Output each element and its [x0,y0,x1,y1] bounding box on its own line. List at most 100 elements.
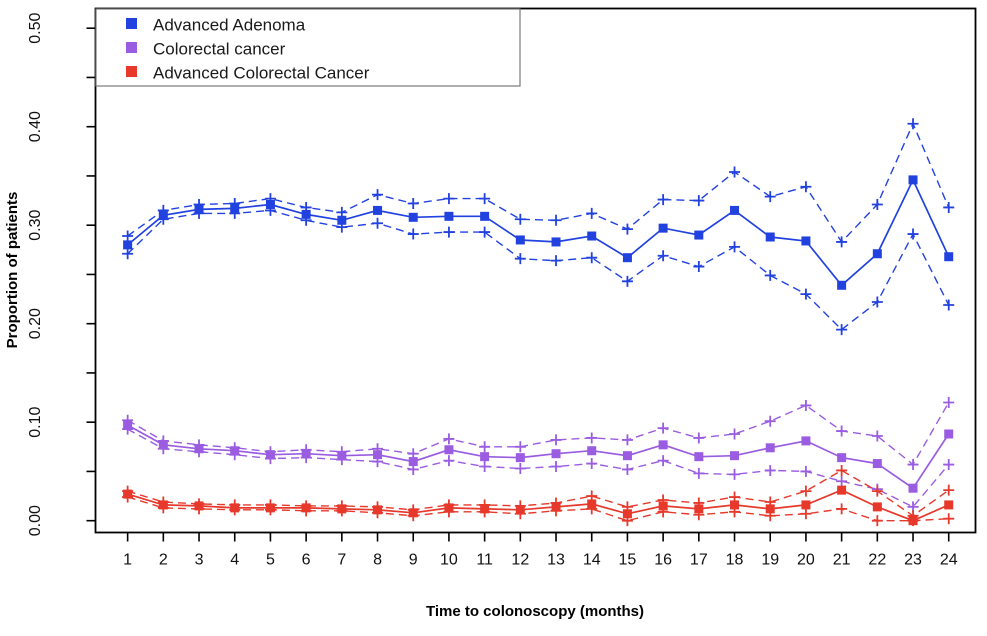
mean-square-marker-colorectal-cancer [587,446,597,456]
mean-square-marker-colorectal-cancer [944,429,954,439]
mean-square-marker-advanced-adenoma [622,253,632,263]
mean-square-marker-advanced-colorectal-cancer [622,509,632,519]
ci-upper-plus-marker-advanced-adenoma [764,191,776,203]
ci-upper-plus-marker-colorectal-cancer [871,430,883,442]
ci-upper-plus-marker-colorectal-cancer [586,432,598,444]
mean-square-marker-advanced-colorectal-cancer [551,502,561,512]
ci-lower-plus-marker-colorectal-cancer [657,455,669,467]
mean-square-marker-colorectal-cancer [551,449,561,459]
ci-lower-plus-marker-advanced-colorectal-cancer [871,515,883,527]
mean-square-marker-colorectal-cancer [265,450,275,460]
ci-lower-plus-marker-advanced-adenoma [800,288,812,300]
ci-lower-plus-marker-advanced-adenoma [407,228,419,240]
mean-line-advanced-colorectal-cancer [127,489,950,522]
legend-label-advanced-colorectal-cancer: Advanced Colorectal Cancer [153,63,370,82]
mean-square-marker-colorectal-cancer [158,440,168,450]
ci-lower-plus-marker-advanced-colorectal-cancer [943,513,955,525]
x-axis-tick-label: 3 [195,552,204,569]
y-axis-tick-label: 0.50 [27,13,44,44]
mean-square-marker-advanced-adenoma [123,240,133,250]
legend-border [95,8,521,87]
x-axis-tick-label: 23 [904,552,922,569]
ci-lower-plus-marker-colorectal-cancer [586,458,598,470]
ci-lower-plus-marker-advanced-adenoma [443,226,455,238]
mean-square-marker-colorectal-cancer [230,446,240,456]
mean-square-marker-advanced-adenoma [872,249,882,259]
ci-lower-plus-marker-advanced-adenoma [729,241,741,253]
ci-upper-plus-marker-colorectal-cancer [657,422,669,434]
x-axis-tick-label: 24 [940,552,958,569]
ci-lower-plus-marker-advanced-colorectal-cancer [800,508,812,520]
mean-square-marker-colorectal-cancer [801,436,811,446]
ci-lower-plus-marker-colorectal-cancer [764,464,776,476]
x-axis-tick-label: 11 [476,552,493,569]
mean-square-marker-advanced-adenoma [730,205,740,215]
ci-upper-plus-marker-colorectal-cancer [907,459,919,471]
ci-upper-plus-marker-advanced-adenoma [407,198,419,210]
mean-square-marker-advanced-adenoma [694,230,704,240]
ci-upper-plus-marker-advanced-colorectal-cancer [943,484,955,496]
legend-swatch-colorectal-cancer [126,42,137,53]
y-axis-tick-label: 0.20 [27,308,44,339]
ci-upper-plus-marker-advanced-adenoma [943,201,955,213]
legend-item-advanced-colorectal-cancer: Advanced Colorectal Cancer [126,63,370,82]
mean-square-marker-advanced-colorectal-cancer [908,516,918,526]
ci-upper-plus-marker-advanced-adenoma [443,193,455,205]
mean-square-marker-advanced-colorectal-cancer [301,503,311,513]
ci-lower-plus-marker-colorectal-cancer [443,455,455,467]
y-axis-tick-label: 0.40 [27,111,44,142]
x-axis-tick-label: 5 [266,552,275,569]
ci-lower-plus-marker-advanced-adenoma [693,261,705,273]
legend-label-advanced-adenoma: Advanced Adenoma [153,15,306,34]
mean-square-marker-colorectal-cancer [622,451,632,461]
mean-square-marker-advanced-adenoma [480,211,490,221]
mean-square-marker-colorectal-cancer [408,457,418,467]
mean-square-marker-colorectal-cancer [515,453,525,463]
mean-square-marker-advanced-colorectal-cancer [872,502,882,512]
mean-square-marker-colorectal-cancer [730,451,740,461]
ci-upper-plus-marker-advanced-adenoma [550,214,562,226]
legend-label-colorectal-cancer: Colorectal cancer [153,39,286,58]
y-axis-title: Proportion of patients [4,192,21,349]
plot-border [94,7,977,534]
mean-square-marker-advanced-adenoma [515,235,525,245]
ci-upper-plus-marker-advanced-adenoma [871,199,883,211]
ci-lower-plus-marker-colorectal-cancer [621,463,633,475]
ci-upper-plus-marker-colorectal-cancer [514,441,526,453]
legend-swatch-advanced-adenoma [126,18,137,29]
x-axis-tick-label: 14 [583,552,601,569]
mean-square-marker-advanced-adenoma [408,212,418,222]
ci-upper-plus-marker-advanced-colorectal-cancer [836,464,848,476]
mean-square-marker-advanced-adenoma [301,209,311,219]
legend-swatch-advanced-colorectal-cancer [126,66,137,77]
mean-square-marker-colorectal-cancer [301,449,311,459]
ci-lower-plus-marker-colorectal-cancer [800,465,812,477]
mean-square-marker-colorectal-cancer [480,452,490,462]
mean-square-marker-advanced-colorectal-cancer [265,503,275,513]
mean-line-advanced-adenoma [127,177,950,287]
mean-square-marker-advanced-colorectal-cancer [194,501,204,511]
mean-square-marker-advanced-colorectal-cancer [587,499,597,509]
ci-upper-plus-marker-advanced-colorectal-cancer [871,485,883,497]
mean-square-marker-colorectal-cancer [765,443,775,453]
ci-lower-plus-marker-colorectal-cancer [479,461,491,473]
mean-square-marker-advanced-colorectal-cancer [123,489,133,499]
ci-upper-plus-marker-advanced-adenoma [800,181,812,193]
mean-square-marker-advanced-colorectal-cancer [337,504,347,514]
ci-upper-plus-marker-advanced-adenoma [729,166,741,178]
mean-square-marker-advanced-adenoma [194,204,204,214]
x-axis-tick-label: 9 [409,552,418,569]
ci-lower-plus-marker-advanced-adenoma [836,324,848,336]
mean-square-marker-advanced-colorectal-cancer [765,504,775,514]
ci-lower-line-advanced-adenoma [127,209,950,331]
ci-lower-plus-marker-advanced-adenoma [907,228,919,240]
ci-upper-plus-marker-colorectal-cancer [800,399,812,411]
x-axis-tick-label: 10 [440,552,458,569]
ci-lower-plus-marker-advanced-colorectal-cancer [836,503,848,515]
ci-upper-plus-marker-colorectal-cancer [693,432,705,444]
mean-square-marker-advanced-adenoma [908,175,918,185]
ci-upper-line-colorectal-cancer [127,402,950,466]
x-axis-tick-label: 21 [833,552,851,569]
